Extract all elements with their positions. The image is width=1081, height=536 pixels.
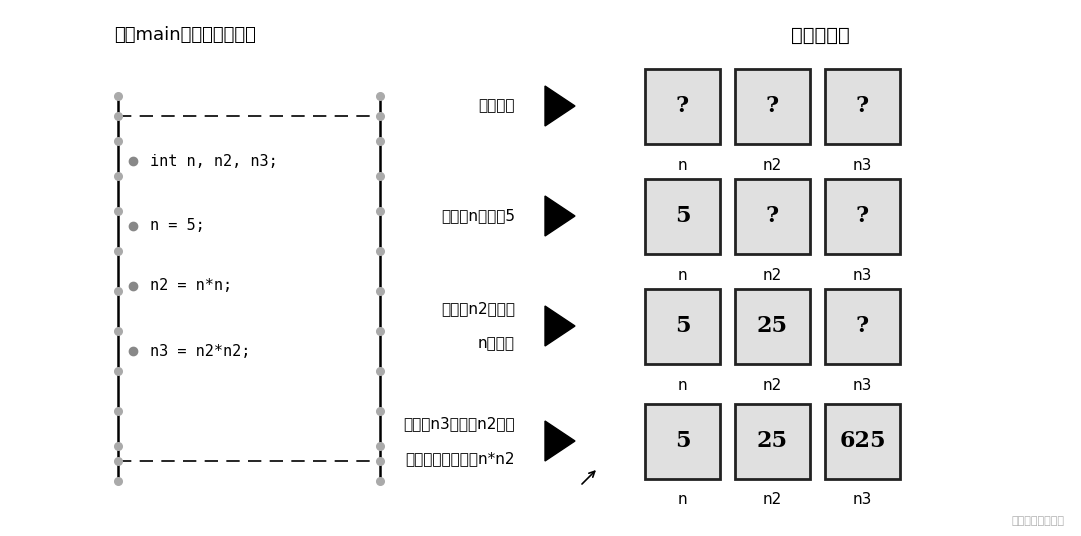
Bar — [735, 404, 810, 479]
Text: ?: ? — [856, 315, 869, 337]
Text: ?: ? — [856, 95, 869, 117]
Bar — [825, 404, 900, 479]
Bar — [735, 69, 810, 144]
Text: ?: ? — [766, 95, 779, 117]
Bar — [735, 178, 810, 254]
Text: ?: ? — [856, 205, 869, 227]
Text: n2: n2 — [763, 267, 783, 282]
Text: n2 = n*n;: n2 = n*n; — [150, 279, 232, 294]
Bar — [645, 288, 720, 363]
Bar — [735, 288, 810, 363]
Bar — [645, 178, 720, 254]
Text: 25: 25 — [757, 430, 788, 452]
Text: n: n — [678, 493, 688, 508]
Text: n2: n2 — [763, 493, 783, 508]
Text: n3: n3 — [853, 377, 872, 392]
Text: 625: 625 — [839, 430, 885, 452]
Text: 把变量n2设置为: 把变量n2设置为 — [441, 301, 515, 316]
Text: 5: 5 — [675, 315, 691, 337]
Text: 5: 5 — [675, 205, 691, 227]
Bar — [825, 69, 900, 144]
Text: n = 5;: n = 5; — [150, 219, 204, 234]
Text: 变量的状态: 变量的状态 — [790, 26, 850, 45]
Text: 执行main（）中的每一行: 执行main（）中的每一行 — [115, 26, 256, 44]
Text: 25: 25 — [757, 315, 788, 337]
Text: 5: 5 — [675, 430, 691, 452]
Text: 稀土掘金技术社区: 稀土掘金技术社区 — [1012, 516, 1065, 526]
Text: n2: n2 — [763, 158, 783, 173]
Text: n3: n3 — [853, 158, 872, 173]
Text: n3: n3 — [853, 493, 872, 508]
Text: n的平方: n的平方 — [478, 336, 515, 351]
Text: n: n — [678, 267, 688, 282]
Text: n3: n3 — [853, 267, 872, 282]
Polygon shape — [545, 196, 575, 236]
Text: 方，但本应设置为n*n2: 方，但本应设置为n*n2 — [405, 451, 515, 466]
Text: n2: n2 — [763, 377, 783, 392]
Bar — [825, 178, 900, 254]
Text: int n, n2, n3;: int n, n2, n3; — [150, 153, 278, 168]
Text: n: n — [678, 158, 688, 173]
Text: 声明变量: 声明变量 — [479, 99, 515, 114]
Text: 把变量n设置为5: 把变量n设置为5 — [441, 209, 515, 224]
Text: ?: ? — [676, 95, 689, 117]
Bar — [645, 69, 720, 144]
Text: n: n — [678, 377, 688, 392]
Text: n3 = n2*n2;: n3 = n2*n2; — [150, 344, 251, 359]
Bar — [645, 404, 720, 479]
Bar — [825, 288, 900, 363]
Polygon shape — [545, 421, 575, 461]
Text: ?: ? — [766, 205, 779, 227]
Polygon shape — [545, 306, 575, 346]
Polygon shape — [545, 86, 575, 126]
Text: 把变量n3设置为n2的平: 把变量n3设置为n2的平 — [403, 416, 515, 431]
